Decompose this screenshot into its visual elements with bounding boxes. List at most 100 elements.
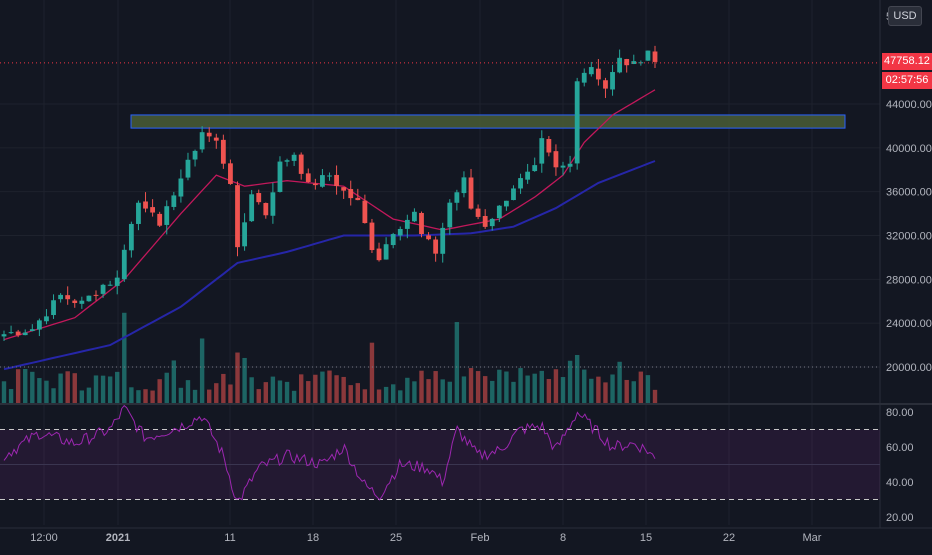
candle-body[interactable] xyxy=(256,193,262,203)
candle-body[interactable] xyxy=(128,223,134,251)
candle-body[interactable] xyxy=(284,160,290,162)
candle-body[interactable] xyxy=(489,218,495,227)
candle-body[interactable] xyxy=(610,72,615,90)
candle-body[interactable] xyxy=(213,137,219,141)
candle-body[interactable] xyxy=(242,222,247,247)
candle-body[interactable] xyxy=(29,329,35,332)
candle-body[interactable] xyxy=(235,185,240,248)
candle-body[interactable] xyxy=(603,80,608,89)
candle-body[interactable] xyxy=(157,213,163,226)
candle-body[interactable] xyxy=(461,177,467,194)
candle-body[interactable] xyxy=(624,59,630,66)
candle-body[interactable] xyxy=(383,244,389,260)
candle-body[interactable] xyxy=(164,206,170,225)
candle-body[interactable] xyxy=(107,284,113,286)
candle-body[interactable] xyxy=(150,207,155,213)
candle-body[interactable] xyxy=(171,195,177,207)
candle-body[interactable] xyxy=(86,295,92,302)
candle-body[interactable] xyxy=(228,163,233,184)
candle-body[interactable] xyxy=(143,201,148,209)
candle-body[interactable] xyxy=(574,81,580,164)
candle-body[interactable] xyxy=(320,175,325,187)
candle-body[interactable] xyxy=(334,174,339,187)
candle-body[interactable] xyxy=(390,234,396,246)
candle-body[interactable] xyxy=(433,239,439,254)
candle-body[interactable] xyxy=(136,202,141,224)
candle-body[interactable] xyxy=(178,178,184,197)
candle-body[interactable] xyxy=(376,248,382,261)
resistance-zone[interactable] xyxy=(130,114,846,129)
candle-body[interactable] xyxy=(631,61,637,64)
candle-body[interactable] xyxy=(220,139,226,164)
candle-body[interactable] xyxy=(65,295,71,300)
candle-body[interactable] xyxy=(199,132,205,150)
candle-body[interactable] xyxy=(44,316,49,322)
candle-body[interactable] xyxy=(114,277,120,286)
candle-body[interactable] xyxy=(312,183,318,186)
candle-body[interactable] xyxy=(617,57,623,73)
candle-body[interactable] xyxy=(15,331,21,336)
candle-body[interactable] xyxy=(185,159,191,178)
candlesticks[interactable] xyxy=(1,45,658,342)
candle-body[interactable] xyxy=(58,294,64,300)
candle-body[interactable] xyxy=(121,249,127,280)
candle-body[interactable] xyxy=(36,320,42,330)
candle-body[interactable] xyxy=(1,334,7,337)
candle-body[interactable] xyxy=(645,50,651,61)
candle-body[interactable] xyxy=(504,200,509,207)
candle-body[interactable] xyxy=(539,138,545,164)
candle-body[interactable] xyxy=(263,203,269,216)
candle-body[interactable] xyxy=(652,51,658,62)
candle-body[interactable] xyxy=(72,300,78,304)
price-axis[interactable]: 20000.00 24000.00 28000.00 32000.00 36000.00… xyxy=(886,11,932,374)
candle-body[interactable] xyxy=(348,189,354,199)
candle-body[interactable] xyxy=(270,192,276,216)
candle-body[interactable] xyxy=(532,165,538,172)
candle-body[interactable] xyxy=(525,171,531,180)
candle-body[interactable] xyxy=(440,227,446,254)
currency-selector[interactable]: USD xyxy=(888,6,922,26)
candle-body[interactable] xyxy=(482,216,488,227)
candle-body[interactable] xyxy=(341,187,347,191)
candle-body[interactable] xyxy=(355,197,361,201)
candle-body[interactable] xyxy=(397,229,403,236)
candle-body[interactable] xyxy=(22,332,28,336)
candle-body[interactable] xyxy=(496,205,502,219)
candle-body[interactable] xyxy=(546,139,552,153)
candle-body[interactable] xyxy=(206,132,212,137)
candle-body[interactable] xyxy=(475,208,481,217)
candle-body[interactable] xyxy=(468,177,474,209)
candle-body[interactable] xyxy=(511,188,516,201)
candle-body[interactable] xyxy=(595,68,601,80)
candle-body[interactable] xyxy=(305,173,311,182)
candle-body[interactable] xyxy=(419,212,424,235)
candle-body[interactable] xyxy=(362,200,368,224)
candle-body[interactable] xyxy=(581,72,587,83)
candle-body[interactable] xyxy=(8,332,14,334)
candle-body[interactable] xyxy=(447,202,453,228)
candle-body[interactable] xyxy=(426,235,431,240)
candle-body[interactable] xyxy=(412,211,417,222)
candle-body[interactable] xyxy=(567,163,573,167)
candle-body[interactable] xyxy=(327,175,332,177)
candle-body[interactable] xyxy=(553,151,559,168)
candle-body[interactable] xyxy=(249,194,255,222)
candle-body[interactable] xyxy=(588,67,594,75)
candle-body[interactable] xyxy=(277,161,283,192)
candle-body[interactable] xyxy=(192,150,198,160)
candle-body[interactable] xyxy=(518,178,523,189)
candle-body[interactable] xyxy=(404,219,410,229)
candle-body[interactable] xyxy=(298,154,304,174)
candle-body[interactable] xyxy=(79,300,85,304)
candle-body[interactable] xyxy=(369,222,375,251)
rsi-pane[interactable]: 20.00 40.00 60.00 80.00 xyxy=(0,404,914,524)
candle-body[interactable] xyxy=(100,284,106,294)
candle-body[interactable] xyxy=(51,300,56,316)
candle-body[interactable] xyxy=(454,192,460,203)
candle-body[interactable] xyxy=(291,154,297,161)
time-axis[interactable]: 12:00 2021 11 18 25 Feb 8 15 22 Mar xyxy=(30,532,822,544)
candle-body[interactable] xyxy=(560,165,566,168)
candle-body[interactable] xyxy=(93,294,99,296)
